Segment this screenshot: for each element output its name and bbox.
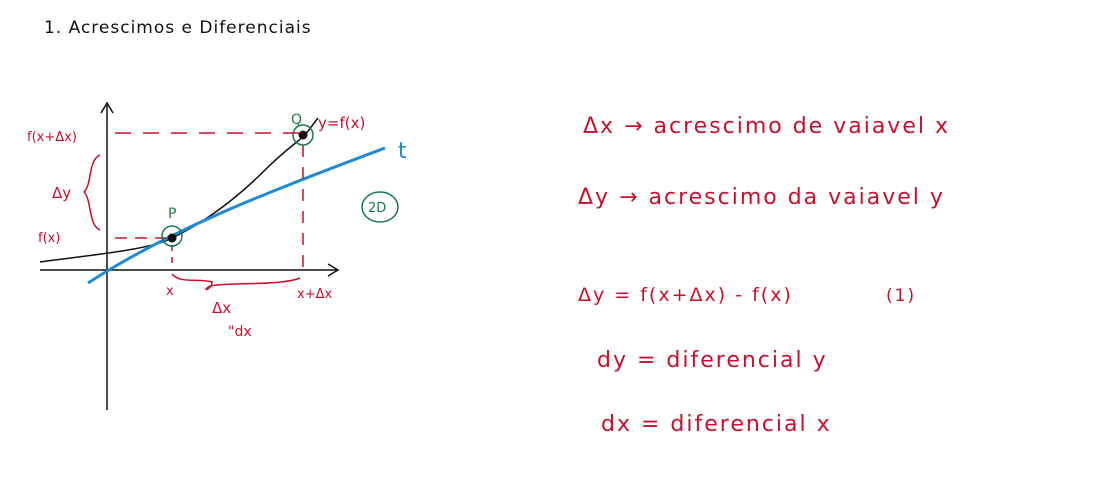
label-fx: f(x): [38, 231, 60, 246]
x-axis-arrow-icon: [327, 263, 340, 277]
label-p: P: [168, 206, 176, 222]
note-formula-tag: (1): [886, 286, 917, 306]
tangent-line: [87, 146, 386, 285]
note-delta-y: Δy → acrescimo da vaiavel y: [578, 185, 945, 210]
label-2d: 2D: [368, 201, 386, 216]
label-dy: Δy: [52, 184, 71, 202]
note-dx-def: dx = diferencial x: [601, 412, 832, 437]
point-p-circle: [161, 225, 183, 247]
label-tangent: t: [398, 139, 407, 164]
page-title: 1. Acrescimos e Diferenciais: [44, 18, 312, 38]
dy-brace: [82, 154, 101, 231]
label-x: x: [166, 284, 174, 299]
point-q: [298, 130, 308, 140]
label-dx: Δx: [212, 299, 231, 317]
label-dx-alt: "dx: [228, 324, 252, 340]
note-delta-y-formula: Δy = f(x+Δx) - f(x): [578, 284, 793, 306]
y-axis-arrow-icon: [100, 101, 114, 114]
label-x-plus-dx: x+Δx: [297, 287, 332, 302]
point-q-circle: [292, 124, 314, 146]
label-curve: y=f(x): [318, 114, 365, 132]
note-dy-def: dy = diferencial y: [597, 348, 828, 373]
circled-2d: [361, 191, 399, 223]
note-delta-x: Δx → acrescimo de vaiavel x: [583, 114, 950, 139]
dx-brace: [171, 273, 301, 291]
point-p: [167, 233, 177, 243]
label-q: Q: [291, 112, 302, 128]
label-fxdx: f(x+Δx): [27, 130, 77, 145]
